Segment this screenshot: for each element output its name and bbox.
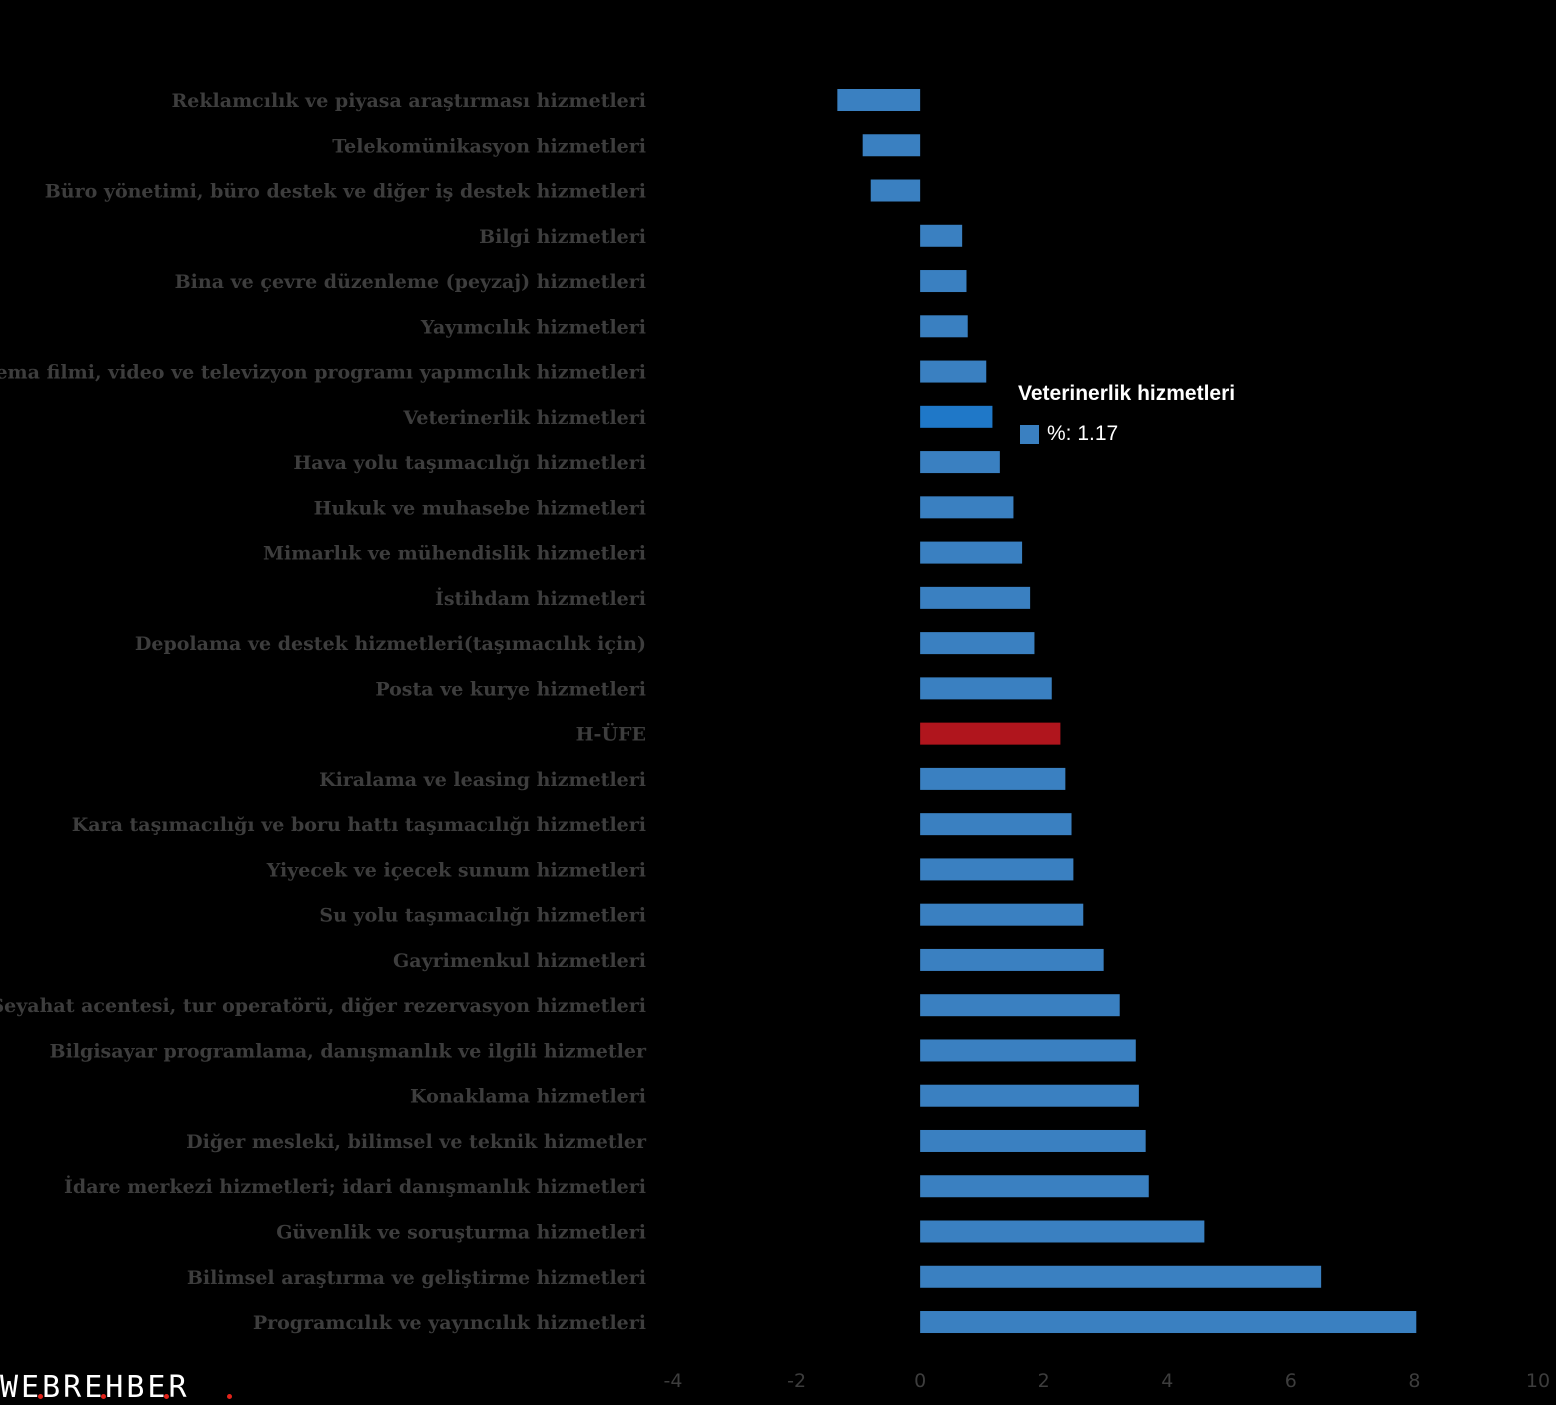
bar[interactable]: [920, 405, 993, 428]
category-label: H-ÜFE: [576, 723, 646, 746]
category-label: Programcılık ve yayıncılık hizmetleri: [253, 1312, 646, 1334]
category-label: Güvenlik ve soruşturma hizmetleri: [276, 1222, 646, 1244]
bar[interactable]: [920, 994, 1120, 1017]
bar[interactable]: [920, 224, 963, 247]
bar[interactable]: [920, 1175, 1149, 1198]
bar[interactable]: [920, 451, 1000, 474]
bar[interactable]: [920, 315, 968, 338]
x-tick-label: -2: [787, 1370, 806, 1392]
category-label: Sinema filmi, video ve televizyon progra…: [0, 362, 646, 384]
category-label: Bina ve çevre düzenleme (peyzaj) hizmetl…: [175, 271, 646, 293]
x-tick-label: 4: [1161, 1370, 1173, 1392]
bars-group: [837, 89, 1417, 1334]
category-label: Seyahat acentesi, tur operatörü, diğer r…: [0, 995, 646, 1017]
bar[interactable]: [920, 813, 1072, 836]
category-label: Bilimsel araştırma ve geliştirme hizmetl…: [187, 1267, 646, 1289]
bar[interactable]: [920, 1311, 1417, 1334]
bar[interactable]: [920, 1039, 1136, 1062]
bar[interactable]: [862, 134, 921, 157]
category-label: Mimarlık ve mühendislik hizmetleri: [263, 543, 646, 565]
bar[interactable]: [920, 586, 1031, 609]
category-label: Hukuk ve muhasebe hizmetleri: [314, 497, 646, 519]
x-axis-ticks-group: -4 -2 0 2 4 6 8 10: [664, 1370, 1551, 1392]
tooltip-series-swatch: [1020, 424, 1039, 444]
bar[interactable]: [920, 903, 1084, 926]
bar[interactable]: [920, 858, 1074, 881]
category-label: Büro yönetimi, büro destek ve diğer iş d…: [45, 181, 646, 203]
category-label: Bilgisayar programlama, danışmanlık ve i…: [50, 1040, 647, 1062]
category-label: İstihdam hizmetleri: [435, 587, 646, 610]
category-label: Bilgi hizmetleri: [479, 226, 646, 248]
category-label: Gayrimenkul hizmetleri: [393, 950, 646, 972]
category-labels-group: Reklamcılık ve piyasa araştırması hizmet…: [0, 90, 647, 1334]
bar[interactable]: [920, 1265, 1322, 1288]
bar[interactable]: [920, 767, 1066, 790]
category-label: Posta ve kurye hizmetleri: [375, 678, 646, 700]
category-label: Depolama ve destek hizmetleri(taşımacılı…: [135, 633, 646, 655]
logo-dot: [38, 1394, 43, 1399]
x-tick-label: 10: [1526, 1370, 1550, 1392]
x-tick-label: -4: [664, 1370, 683, 1392]
logo-text: WEBREHBER: [0, 1370, 190, 1405]
x-tick-label: 0: [914, 1370, 926, 1392]
category-label: Yayımcılık hizmetleri: [420, 316, 646, 338]
bar-highlight[interactable]: [920, 722, 1061, 745]
category-label: Yiyecek ve içecek sunum hizmetleri: [266, 859, 646, 881]
category-label: Konaklama hizmetleri: [410, 1086, 646, 1108]
category-label: Veterinerlik hizmetleri: [402, 407, 646, 429]
bar[interactable]: [920, 632, 1035, 655]
webrehber-logo: WEBREHBER: [0, 1370, 232, 1405]
bar[interactable]: [920, 677, 1052, 700]
category-label: Diğer mesleki, bilimsel ve teknik hizmet…: [186, 1131, 647, 1153]
x-tick-label: 2: [1038, 1370, 1050, 1392]
bar[interactable]: [837, 89, 921, 111]
bar[interactable]: [920, 1220, 1205, 1243]
logo-dot: [101, 1394, 106, 1399]
bar[interactable]: [920, 496, 1014, 519]
tooltip-value: %: 1.17: [1047, 422, 1119, 445]
logo-dot: [164, 1394, 169, 1399]
bar[interactable]: [920, 541, 1023, 564]
category-label: Kiralama ve leasing hizmetleri: [319, 769, 646, 791]
category-label: Su yolu taşımacılığı hizmetleri: [319, 905, 646, 927]
tooltip-value-row: %: 1.17: [1018, 422, 1235, 446]
x-tick-label: 8: [1408, 1370, 1420, 1392]
category-label: Kara taşımacılığı ve boru hattı taşımacı…: [72, 814, 646, 836]
category-label: Telekomünikasyon hizmetleri: [332, 135, 646, 157]
bar[interactable]: [920, 948, 1104, 971]
category-label: Reklamcılık ve piyasa araştırması hizmet…: [172, 90, 647, 112]
bar[interactable]: [920, 1084, 1139, 1107]
category-label: Hava yolu taşımacılığı hizmetleri: [293, 452, 646, 474]
x-tick-label: 6: [1285, 1370, 1297, 1392]
bar[interactable]: [920, 270, 967, 293]
hover-tooltip: Veterinerlik hizmetleri %: 1.17: [1018, 382, 1235, 446]
bar[interactable]: [870, 179, 921, 202]
bar[interactable]: [920, 1129, 1146, 1152]
bar[interactable]: [920, 360, 987, 383]
logo-dot: [227, 1394, 232, 1399]
tooltip-title: Veterinerlik hizmetleri: [1018, 382, 1236, 405]
category-label: İdare merkezi hizmetleri; idari danışman…: [64, 1175, 646, 1198]
